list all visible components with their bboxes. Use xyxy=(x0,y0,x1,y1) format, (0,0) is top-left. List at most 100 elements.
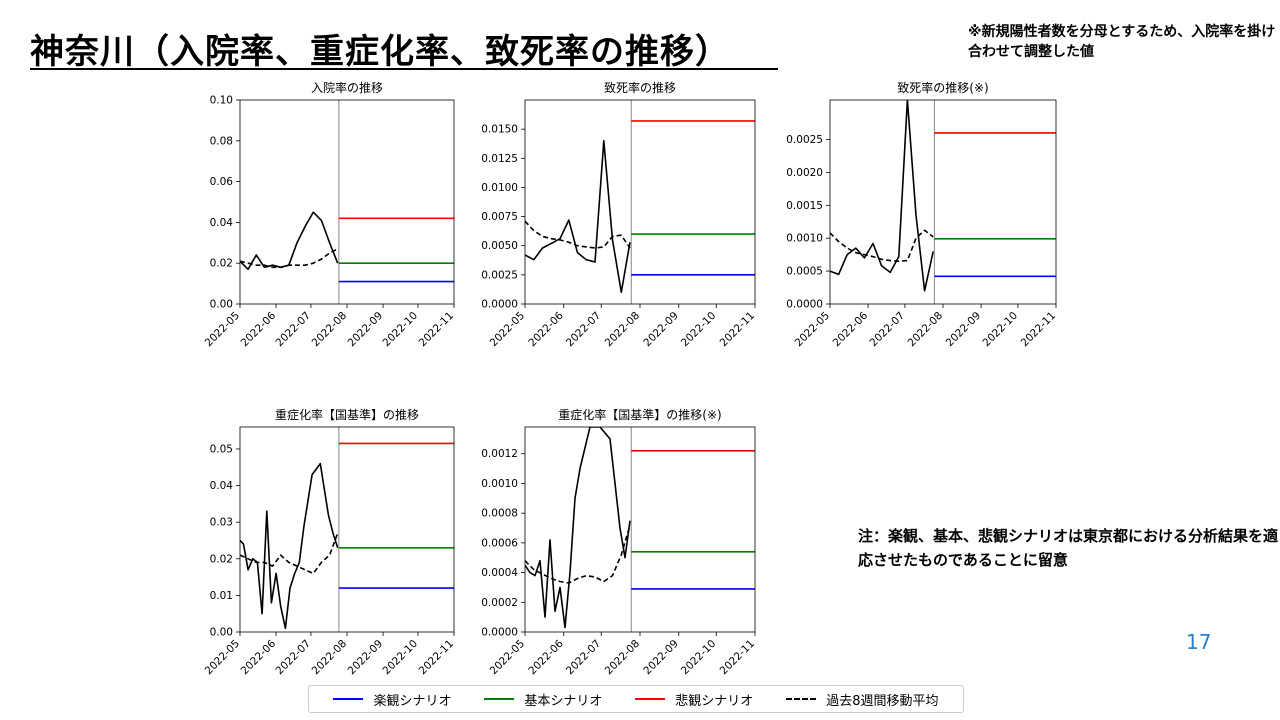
chart-hospitalization-rate: 入院率の推移0.000.020.040.060.080.102022-05202… xyxy=(203,80,457,350)
y-tick-label: 0.08 xyxy=(210,135,233,147)
y-tick-label: 0.0000 xyxy=(786,299,823,311)
y-tick-label: 0.10 xyxy=(210,95,233,107)
x-tick-label: 2022-06 xyxy=(831,309,871,349)
chart-title: 重症化率【国基準】の推移 xyxy=(275,407,419,422)
actual-line xyxy=(525,140,631,294)
x-tick-label: 2022-08 xyxy=(603,638,643,678)
y-tick-label: 0.0010 xyxy=(786,233,823,245)
y-tick-label: 0.0006 xyxy=(481,537,518,549)
y-tick-label: 0.0025 xyxy=(786,134,823,146)
y-tick-label: 0.06 xyxy=(210,176,234,188)
x-tick-label: 2022-08 xyxy=(603,310,643,350)
plot-frame xyxy=(524,99,756,305)
y-tick-label: 0.03 xyxy=(210,517,233,529)
page-number: 17 xyxy=(1186,630,1212,654)
moving-average-line xyxy=(525,524,631,584)
x-tick-label: 2022-08 xyxy=(310,310,350,350)
y-tick-label: 0.0002 xyxy=(481,597,518,609)
y-tick-label: 0.0000 xyxy=(481,299,518,311)
chart-title: 入院率の推移 xyxy=(311,80,383,95)
x-tick-label: 2022-10 xyxy=(381,310,421,350)
legend-item-optimistic: 楽観シナリオ xyxy=(333,690,451,709)
y-tick-label: 0.00 xyxy=(210,299,233,311)
x-tick-label: 2022-05 xyxy=(488,310,528,350)
y-tick-label: 0.00 xyxy=(210,627,233,639)
legend-swatch-optimistic xyxy=(333,698,364,700)
plot-frame xyxy=(524,426,756,633)
x-tick-label: 2022-07 xyxy=(274,310,314,350)
series-group xyxy=(830,100,1056,292)
x-tick-label: 2022-09 xyxy=(641,310,681,350)
plot-frame xyxy=(239,426,455,633)
y-tick-label: 0.01 xyxy=(210,590,233,602)
x-tick-label: 2022-06 xyxy=(239,637,279,677)
chart-legend: 楽観シナリオ 基本シナリオ 悲観シナリオ 過去8週間移動平均 xyxy=(308,685,964,713)
y-tick-label: 0.02 xyxy=(210,553,233,565)
y-tick-label: 0.0025 xyxy=(481,269,518,281)
y-tick-label: 0.0005 xyxy=(786,266,823,278)
y-tick-label: 0.0008 xyxy=(481,508,518,520)
title-underline xyxy=(30,68,778,70)
y-tick-label: 0.0012 xyxy=(481,448,518,460)
x-tick-label: 2022-09 xyxy=(641,638,681,678)
x-tick-label: 2022-10 xyxy=(679,310,719,350)
legend-item-base: 基本シナリオ xyxy=(484,690,602,709)
x-tick-label: 2022-09 xyxy=(944,310,984,350)
series-group xyxy=(525,120,755,294)
chart-severity-rate-adjusted: 重症化率【国基準】の推移(※) 0.0000 0.0002 0.0004 0.0006 0… xyxy=(481,407,758,678)
x-tick-label: 2022-09 xyxy=(346,638,386,678)
x-tick-label: 2022-05 xyxy=(488,638,528,678)
x-tick-label: 2022-07 xyxy=(564,638,604,678)
y-tick-label: 0.0075 xyxy=(481,211,518,223)
x-tick-label: 2022-08 xyxy=(906,310,946,350)
x-tick-label: 2022-11 xyxy=(1019,310,1059,350)
scenario-note: 注：楽観、基本、悲観シナリオは東京都における分析結果を適応させたものであることに… xyxy=(858,527,1279,569)
actual-line xyxy=(525,427,631,629)
slide-title: 神奈川（入院率、重症化率、致死率の推移） xyxy=(30,32,730,72)
x-tick-label: 2022-05 xyxy=(793,310,833,350)
series-group xyxy=(525,427,755,629)
x-tick-label: 2022-07 xyxy=(868,310,908,350)
legend-swatch-base xyxy=(484,698,515,700)
moving-average-line xyxy=(240,248,339,269)
plot-frame xyxy=(239,99,455,305)
actual-line xyxy=(830,100,934,292)
actual-line xyxy=(240,211,339,271)
y-tick-label: 0.0100 xyxy=(481,182,518,194)
moving-average-line xyxy=(830,229,934,262)
chart-title: 重症化率【国基準】の推移(※) xyxy=(558,407,721,422)
legend-label: 基本シナリオ xyxy=(524,693,603,709)
y-tick-label: 0.0000 xyxy=(481,627,518,639)
chart-title: 致死率の推移 xyxy=(604,80,676,95)
y-tick-label: 0.04 xyxy=(210,480,234,492)
actual-line xyxy=(240,462,339,630)
legend-swatch-moving-average xyxy=(786,698,817,700)
y-tick-label: 0.0125 xyxy=(481,153,518,165)
moving-average-line xyxy=(240,532,339,575)
x-tick-label: 2022-10 xyxy=(981,310,1021,350)
chart-fatality-rate: 致死率の推移 0.0000 0.0025 0.0050 0.0075 0.0100 0.01… xyxy=(481,80,758,350)
y-tick-label: 0.0010 xyxy=(481,478,518,490)
x-tick-label: 2022-11 xyxy=(718,638,758,678)
legend-label: 過去8週間移動平均 xyxy=(826,693,939,709)
x-tick-label: 2022-08 xyxy=(310,638,350,678)
x-tick-label: 2022-11 xyxy=(417,638,457,678)
x-tick-label: 2022-05 xyxy=(203,310,243,350)
x-tick-label: 2022-11 xyxy=(718,310,758,350)
legend-swatch-pessimistic xyxy=(635,698,666,700)
header-note: ※新規陽性者数を分母とするため、入院率を掛け合わせて調整した値 xyxy=(968,24,1276,60)
legend-item-moving-average: 過去8週間移動平均 xyxy=(786,690,939,709)
legend-item-pessimistic: 悲観シナリオ xyxy=(635,690,753,709)
y-tick-label: 0.0004 xyxy=(481,567,518,579)
x-tick-label: 2022-09 xyxy=(346,310,386,350)
chart-fatality-rate-adjusted: 致死率の推移(※) 0.0000 0.0005 0.0010 0.0015 0.0020 0… xyxy=(786,80,1059,350)
legend-label: 悲観シナリオ xyxy=(675,693,754,709)
x-tick-label: 2022-05 xyxy=(203,638,243,678)
x-tick-label: 2022-06 xyxy=(239,309,279,349)
y-tick-label: 0.04 xyxy=(210,217,234,229)
series-group xyxy=(240,442,454,630)
y-tick-label: 0.0020 xyxy=(786,167,823,179)
x-tick-label: 2022-11 xyxy=(417,310,457,350)
x-tick-label: 2022-10 xyxy=(679,638,719,678)
y-tick-label: 0.0015 xyxy=(786,200,823,212)
